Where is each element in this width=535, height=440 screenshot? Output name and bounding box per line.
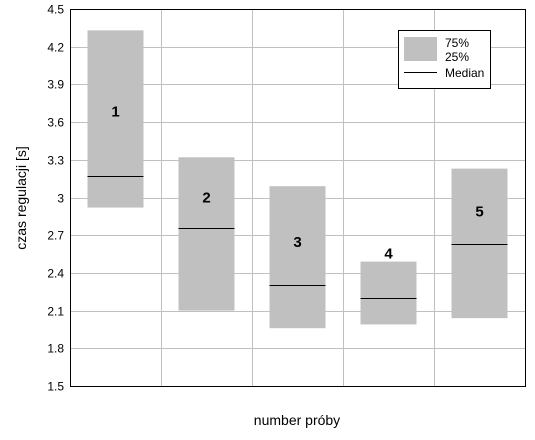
y-tick-label: 4.5 — [47, 3, 64, 17]
box-label-5: 5 — [475, 203, 483, 220]
box-5 — [451, 168, 508, 319]
box-label-4: 4 — [384, 246, 393, 263]
y-tick-label: 2.7 — [47, 229, 64, 243]
box-4 — [360, 261, 417, 325]
y-axis-title: czas regulacji [s] — [13, 146, 29, 249]
legend-label-median: Median — [445, 66, 484, 80]
y-tick-label: 4.2 — [47, 41, 64, 55]
y-tick-label: 3.9 — [47, 78, 64, 92]
y-tick-labels: 1.5 1.8 2.1 2.4 2.7 3 3.3 3.6 3.9 4.2 4.5 — [47, 3, 64, 394]
box-3 — [269, 186, 326, 329]
legend-label-25: 25% — [445, 50, 469, 64]
y-tick-label: 3 — [57, 192, 64, 206]
x-axis-title: number próby — [254, 412, 340, 428]
legend-label-75: 75% — [445, 36, 469, 50]
box-1 — [87, 30, 144, 208]
legend: 75% 25% Median — [398, 30, 491, 89]
box-label-3: 3 — [293, 234, 301, 251]
y-tick-label: 3.6 — [47, 116, 64, 130]
y-tick-label: 1.5 — [47, 380, 64, 394]
box-label-2: 2 — [202, 189, 210, 206]
box-label-1: 1 — [111, 104, 119, 121]
plot-area-border — [70, 9, 526, 387]
y-tick-label: 1.8 — [47, 342, 64, 356]
y-tick-label: 3.3 — [47, 154, 64, 168]
y-tick-label: 2.1 — [47, 305, 64, 319]
boxes: 1 2 3 4 5 — [87, 30, 508, 329]
legend-box-swatch — [404, 37, 437, 61]
box-2 — [178, 157, 235, 311]
y-tick-label: 2.4 — [47, 267, 64, 281]
